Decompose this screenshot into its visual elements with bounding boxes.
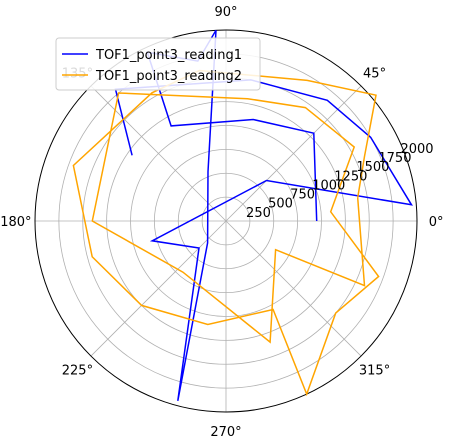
r-tick-label-2000: 2000 xyxy=(400,142,433,157)
r-tick-label-500: 500 xyxy=(268,197,293,212)
r-gridline-1250 xyxy=(106,101,346,341)
theta-tick-label-225: 225° xyxy=(62,364,93,379)
theta-tick-label-45: 45° xyxy=(363,66,386,81)
r-gridline-250 xyxy=(201,196,251,246)
legend-label-series-2: TOF1_point3_reading2 xyxy=(95,69,242,84)
theta-tick-label-270: 270° xyxy=(210,425,241,440)
theta-tick-label-180: 180° xyxy=(0,215,31,230)
r-tick-label-1500: 1500 xyxy=(356,160,389,175)
r-tick-label-1000: 1000 xyxy=(312,178,345,193)
polar-grid xyxy=(34,29,418,413)
legend: TOF1_point3_reading1 TOF1_point3_reading… xyxy=(55,37,261,91)
r-tick-label-750: 750 xyxy=(290,188,315,203)
r-tick-label-1250: 1250 xyxy=(334,169,367,184)
legend-frame xyxy=(55,37,261,91)
r-gridline-500 xyxy=(177,172,275,270)
polar-frame xyxy=(34,29,418,413)
r-tick-label-250: 250 xyxy=(246,206,271,221)
theta-tick-label-0: 0° xyxy=(429,215,444,230)
theta-tick-label-90: 90° xyxy=(214,5,237,20)
r-gridline-750 xyxy=(153,148,299,294)
r-gridline-1000 xyxy=(130,125,322,317)
legend-label-series-1: TOF1_point3_reading1 xyxy=(95,48,242,63)
theta-tick-label-315: 315° xyxy=(359,364,390,379)
r-tick-label-1750: 1750 xyxy=(378,151,411,166)
